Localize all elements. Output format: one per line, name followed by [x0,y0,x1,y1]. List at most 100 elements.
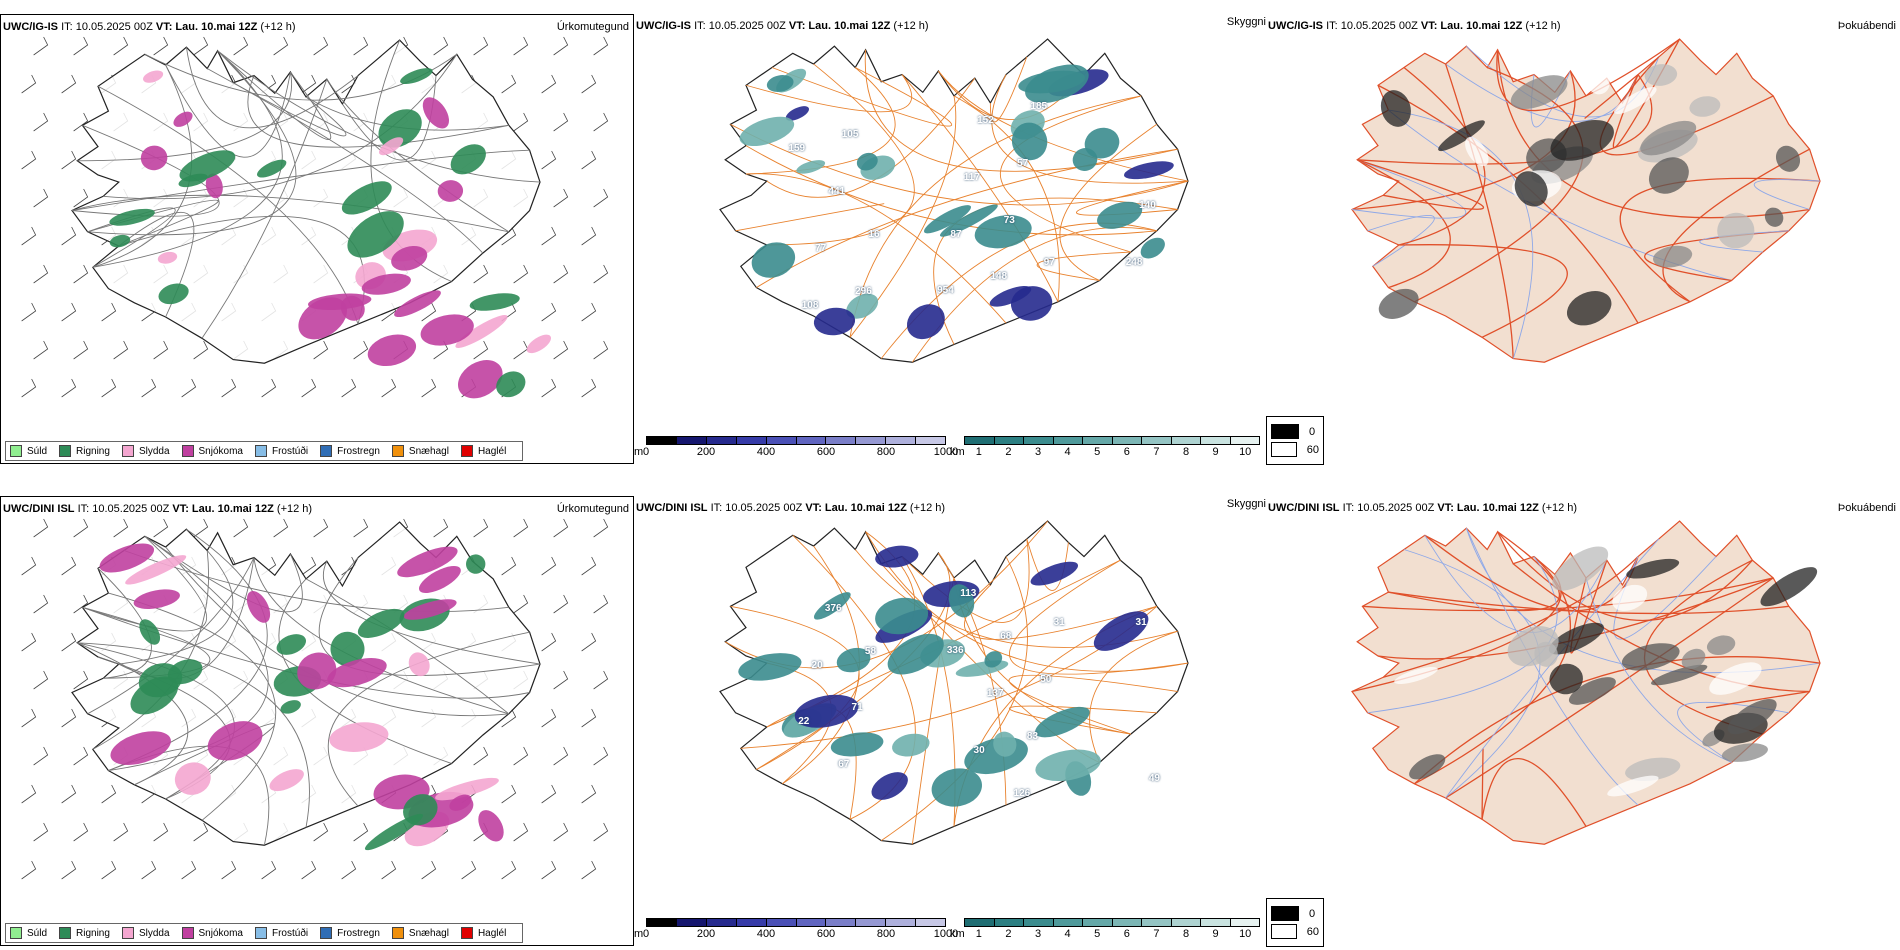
wind-barb [113,822,129,842]
wind-barb [61,708,77,728]
road-line [97,567,152,679]
colorbar-unit: m [634,928,644,940]
road-line [1388,531,1560,612]
colorbar-unit: m [634,446,644,458]
field-blob [109,234,131,248]
colorbar-cell [706,919,737,926]
road-line [880,556,1028,841]
map-canvas [21,518,609,880]
wind-barb [73,36,89,56]
field-blob [125,555,187,585]
field-blob [1084,127,1120,159]
fog-legend-swatch [1271,906,1299,921]
field-blob [418,566,461,593]
visibility-panel-1: UWC/IG-IS IT: 10.05.2025 00Z VT: Lau. 10… [634,14,1266,464]
field-blob [469,293,520,311]
visibility-value-label: 140 [1139,200,1156,212]
visibility-value-label: 20 [811,659,823,671]
wind-barb [593,340,609,360]
road-line [991,74,1189,184]
field-blob [455,315,508,348]
road-line [118,211,195,318]
colorbar-cell [886,919,917,926]
panel-header: UWC/DINI ISL IT: 10.05.2025 00Z VT: Lau.… [3,503,312,515]
field-blob [297,652,337,690]
field-blob [347,211,404,258]
legend-label: Rigning [76,445,110,457]
fog-index-legend: 0 60 [1266,898,1324,947]
legend-item: Frostúði [254,927,308,939]
road-line [217,50,332,140]
road-line [849,95,957,338]
panel-title: Úrkomutegund [556,21,629,33]
wind-barb [61,302,77,322]
wind-barb [73,340,89,360]
wind-barb [541,556,557,576]
map-canvas [719,520,1189,845]
wind-barb [353,518,369,538]
init-time: IT: 10.05.2025 00Z [77,503,170,515]
wind-barb [33,340,49,360]
field-blob [1097,201,1143,229]
road-line [901,74,1059,302]
model-name: UWC/IG-IS [636,20,691,32]
road-line [108,535,269,772]
wind-barb [61,632,77,652]
wind-barb [581,74,597,94]
colorbar-cell [1083,919,1113,926]
road-line [766,77,976,198]
field-blob [1514,171,1548,207]
wind-barb [73,822,89,842]
road-line [82,535,207,632]
field-blob [400,68,433,85]
legend-label: Súld [27,927,48,939]
wind-barb [473,746,489,766]
field-overlay [739,64,1174,340]
road-line [1398,244,1568,338]
road-line [1413,656,1821,785]
road-line [953,95,1060,302]
road-line [1036,251,1131,281]
wind-barb [313,36,329,56]
road-line [322,560,541,665]
wind-barb [553,746,569,766]
legend-item: Haglél [460,445,506,457]
road-line [1383,556,1639,678]
wind-barb [501,784,517,804]
wind-barb [541,784,557,804]
field-blob [1689,96,1721,117]
wind-barb [593,670,609,690]
map-canvas [719,38,1189,363]
fog-index-panel-2: UWC/DINI ISL IT: 10.05.2025 00Z VT: Lau.… [1266,496,1900,947]
wind-barb [593,746,609,766]
field-blob [99,543,155,573]
wind-barb [473,340,489,360]
wind-barb [541,632,557,652]
init-time: IT: 10.05.2025 00Z [1326,20,1418,32]
field-overlay [1394,546,1818,797]
visibility-value-label: 30 [973,744,985,756]
colorbar-tick-label: 1000 [933,928,959,940]
wind-barb [541,378,557,398]
legend-item: Súld [10,445,47,457]
road-line [77,642,189,786]
wind-barb [581,302,597,322]
map-canvas [1351,520,1821,845]
visibility-value-label: 152 [977,115,994,127]
road-line [217,50,541,183]
colorbar-tick-label: 3 [1034,928,1042,940]
visibility-value-label: 376 [824,602,842,614]
wind-barb [593,112,609,132]
colorbar-tick-label: 0 [642,446,650,458]
panel-title: Skyggni [1226,16,1266,28]
wind-barb [33,670,49,690]
legend-label: Slydda [138,445,170,457]
field-blob [379,137,404,156]
road-line [118,550,234,665]
road-line [1753,179,1821,210]
field-blob [1775,145,1801,172]
colorbar-tick-label: 400 [756,446,776,458]
field-blob [139,619,161,645]
panel-title: Skyggni [1226,498,1266,510]
colorbar-cell [1053,919,1083,926]
